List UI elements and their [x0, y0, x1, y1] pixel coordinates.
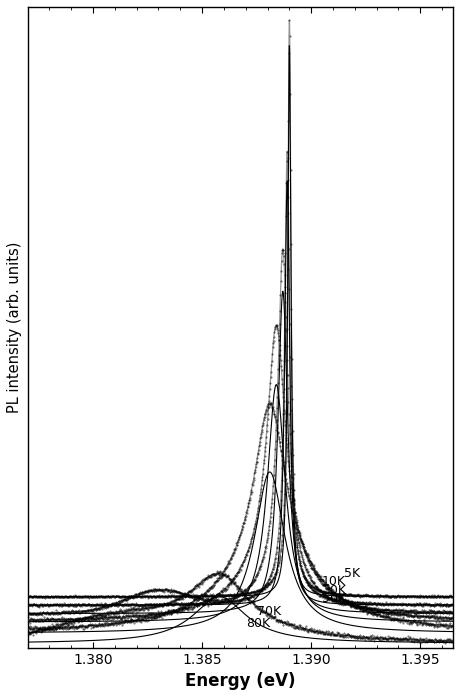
Text: 80K: 80K [245, 617, 269, 630]
Text: 70K: 70K [256, 605, 280, 618]
Y-axis label: PL intensity (arb. units): PL intensity (arb. units) [7, 242, 22, 413]
Text: 5K: 5K [343, 567, 359, 580]
Text: 50K: 50K [321, 592, 346, 605]
X-axis label: Energy (eV): Energy (eV) [185, 672, 295, 690]
Text: 10K: 10K [321, 575, 345, 588]
Text: 30K: 30K [321, 583, 345, 597]
